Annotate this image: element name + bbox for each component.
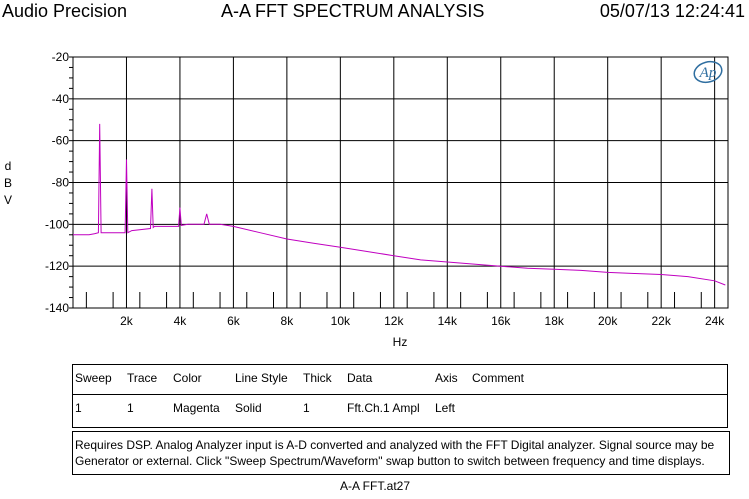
description-note: Requires DSP. Analog Analyzer input is A… <box>72 431 730 475</box>
y-tick-label: -100 <box>45 217 69 231</box>
y-axis-label-char: B <box>4 176 12 190</box>
y-tick-label: -140 <box>45 301 69 315</box>
legend-header-comment: Comment <box>472 371 525 385</box>
y-axis-label-char: d <box>5 159 12 173</box>
note-line-2: Generator or external. Click "Sweep Spec… <box>75 454 705 468</box>
x-tick-labels: 2k 4k 6k 8k 10k 12k 14k 16k 18k 20k 22k 24k <box>120 314 725 328</box>
ap-logo-icon: Ap <box>693 60 723 84</box>
y-tick-label: -40 <box>52 92 70 106</box>
svg-text:Ap: Ap <box>699 65 717 81</box>
spectrum-chart: -140 -120 -100 -80 -60 -40 -20 2k 4k 6k 8k 10k 12k 1… <box>4 50 729 349</box>
legend-header-sweep: Sweep <box>75 371 112 385</box>
legend-cell-trace: 1 <box>127 401 134 415</box>
legend-cell-sweep: 1 <box>75 401 82 415</box>
y-axis-label: dBV <box>4 159 12 207</box>
x-tick-label: 12k <box>384 314 404 328</box>
legend-cell-axis: Left <box>435 401 456 415</box>
legend-header-color: Color <box>173 371 202 385</box>
x-tick-label: 16k <box>491 314 511 328</box>
series-line-1 <box>73 123 726 286</box>
x-tick-label: 8k <box>281 314 295 328</box>
x-tick-label: 2k <box>120 314 134 328</box>
x-tick-label: 10k <box>331 314 351 328</box>
trace-legend-table: Sweep Trace Color Line Style Thick Data … <box>72 364 728 428</box>
grid-lines <box>73 56 728 309</box>
legend-divider <box>73 394 727 395</box>
y-tick-label: -20 <box>52 50 70 64</box>
y-tick-labels: -140 -120 -100 -80 -60 -40 -20 <box>45 50 69 315</box>
legend-cell-thick: 1 <box>303 401 310 415</box>
y-tick-label: -80 <box>52 176 70 190</box>
x-tick-label: 20k <box>598 314 618 328</box>
legend-cell-line-style: Solid <box>235 401 262 415</box>
timestamp: 05/07/13 12:24:41 <box>599 1 745 21</box>
x-tick-label: 22k <box>651 314 671 328</box>
legend-header-line-style: Line Style <box>235 371 288 385</box>
page-title: A-A FFT SPECTRUM ANALYSIS <box>221 1 485 21</box>
legend-header-thick: Thick <box>303 371 332 385</box>
test-file-name: A-A FFT.at27 <box>340 479 411 493</box>
x-tick-label: 6k <box>227 314 241 328</box>
legend-cell-color: Magenta <box>173 401 220 415</box>
brand-label: Audio Precision <box>2 1 128 21</box>
legend-header-data: Data <box>347 371 373 385</box>
minor-ticks <box>69 56 702 309</box>
x-tick-label: 24k <box>705 314 725 328</box>
note-line-1: Requires DSP. Analog Analyzer input is A… <box>75 438 715 452</box>
legend-cell-data: Fft.Ch.1 Ampl <box>347 401 420 415</box>
legend-header-trace: Trace <box>127 371 158 385</box>
x-tick-label: 18k <box>545 314 565 328</box>
x-tick-label: 14k <box>438 314 458 328</box>
legend-header-axis: Axis <box>435 371 458 385</box>
x-axis-label: Hz <box>393 335 408 349</box>
y-tick-label: -120 <box>45 259 69 273</box>
y-axis-label-char: V <box>4 193 12 207</box>
y-tick-label: -60 <box>52 134 70 148</box>
x-tick-label: 4k <box>174 314 188 328</box>
